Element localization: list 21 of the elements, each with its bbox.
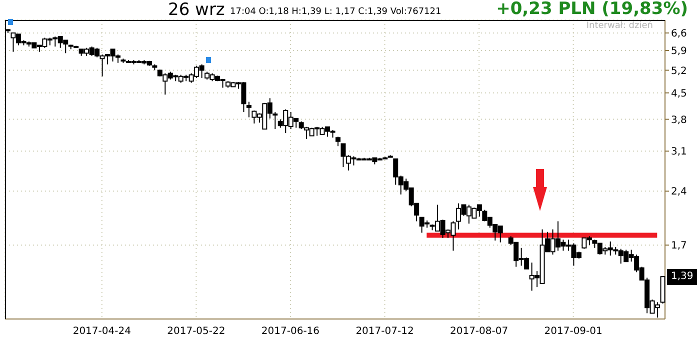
candlestick	[336, 136, 340, 147]
y-tick-label: 4,5	[671, 88, 687, 100]
y-tick-label: 5,9	[671, 46, 687, 58]
x-tick-label: 2017-07-12	[356, 326, 414, 338]
text: 17:04 O:1,18 H:1,39 L: 1,17 C:1,39 Vol:767121	[230, 7, 442, 18]
x-tick-label: 2017-06-16	[261, 326, 320, 338]
x-tick-label: 2017-08-07	[450, 326, 508, 338]
y-tick-label: 3,1	[671, 146, 687, 158]
text: +0,23 PLN (19,83%)	[496, 0, 688, 19]
y-tick-label: 1,7	[671, 240, 687, 252]
annotation: 1,39	[667, 268, 698, 285]
x-tick-label: 2017-05-22	[167, 326, 226, 338]
x-tick-label: 2017-04-24	[72, 326, 131, 338]
candlestick	[246, 101, 252, 118]
annotation: Interwał: dzień	[586, 21, 653, 32]
y-tick-label: 3,8	[671, 114, 687, 126]
y-tick-label: 5,2	[671, 66, 687, 77]
y-tick-label: 6,6	[671, 28, 687, 40]
y-tick-label: 2,4	[671, 186, 687, 198]
x-tick-label: 2017-09-01	[544, 326, 602, 338]
annotation: 26 wrz	[168, 0, 225, 20]
